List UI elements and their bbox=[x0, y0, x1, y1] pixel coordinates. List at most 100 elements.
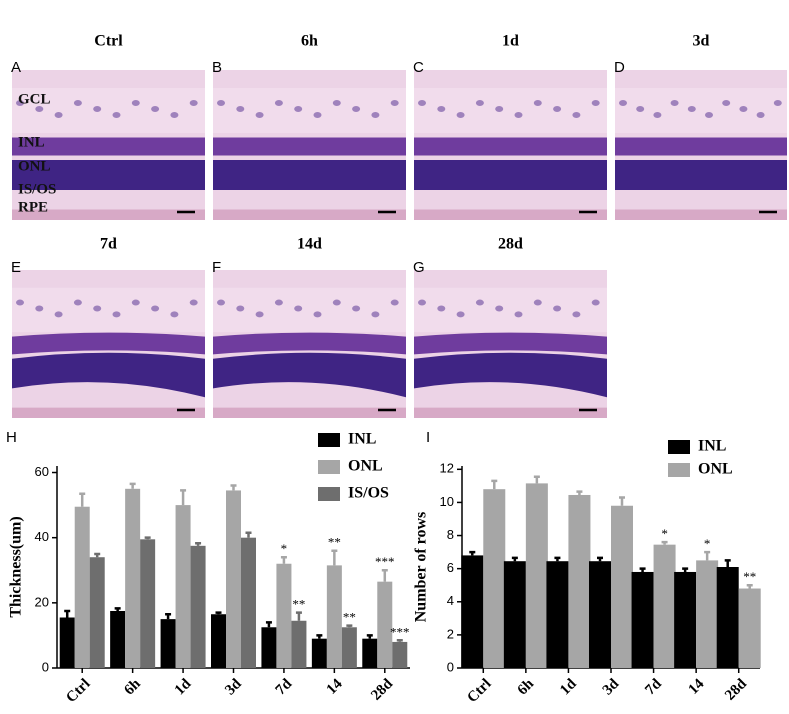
ganglion-cell bbox=[73, 299, 82, 306]
error-bar bbox=[511, 556, 518, 562]
rpe-layer bbox=[12, 407, 205, 418]
error-bar bbox=[114, 607, 121, 611]
y-tick-label: 2 bbox=[447, 626, 454, 641]
bar bbox=[211, 614, 226, 668]
error-bar bbox=[491, 479, 498, 490]
rpe-layer bbox=[213, 209, 406, 220]
panel-letter: B bbox=[212, 59, 222, 76]
panel-title: 6h bbox=[301, 33, 318, 50]
ganglion-cell bbox=[619, 100, 627, 106]
ganglion-cell bbox=[236, 106, 245, 112]
error-bar bbox=[316, 634, 323, 639]
y-axis-label: Number of rows bbox=[413, 512, 430, 623]
ganglion-cell bbox=[390, 100, 399, 106]
error-bar bbox=[639, 567, 646, 572]
nerve-fiber-layer bbox=[414, 88, 607, 133]
bar bbox=[631, 571, 654, 668]
ganglion-cell bbox=[35, 106, 44, 112]
ganglion-cell bbox=[170, 311, 179, 318]
ganglion-cell bbox=[456, 112, 465, 118]
ganglion-cell bbox=[495, 106, 504, 112]
y-tick-label: 40 bbox=[35, 529, 49, 544]
rpe-layer bbox=[615, 209, 787, 220]
error-bar bbox=[346, 624, 353, 628]
error-bar bbox=[704, 550, 711, 561]
layer-label: GCL bbox=[18, 91, 51, 107]
inner-nuclear-layer bbox=[213, 332, 406, 355]
ganglion-cell bbox=[495, 305, 504, 312]
outer-nuclear-layer bbox=[12, 160, 205, 190]
y-axis-label: Thickness(um) bbox=[8, 516, 25, 617]
error-bar bbox=[554, 556, 561, 562]
ganglion-cell bbox=[371, 112, 380, 118]
error-bar bbox=[295, 611, 302, 621]
outer-nuclear-layer bbox=[414, 160, 607, 190]
ganglion-cell bbox=[236, 305, 245, 312]
nerve-fiber-layer bbox=[615, 88, 787, 133]
bar bbox=[568, 494, 591, 668]
panel-letter: G bbox=[413, 259, 425, 276]
bar bbox=[190, 545, 206, 668]
x-tick-label: Ctrl bbox=[464, 676, 494, 706]
x-tick-label: 28d bbox=[368, 675, 396, 703]
ganglion-cell bbox=[553, 106, 562, 112]
y-tick-label: 60 bbox=[35, 464, 49, 479]
legend-swatch bbox=[318, 460, 340, 474]
bar bbox=[125, 488, 141, 668]
bar bbox=[160, 619, 176, 668]
bar bbox=[74, 506, 90, 668]
bar bbox=[483, 489, 506, 668]
ganglion-cell bbox=[514, 112, 523, 118]
ganglion-cell bbox=[705, 112, 713, 118]
layer-label: ONL bbox=[18, 158, 51, 174]
bar bbox=[341, 627, 357, 668]
error-bar bbox=[94, 552, 101, 558]
ganglion-cell bbox=[475, 299, 484, 306]
error-bar bbox=[165, 612, 172, 620]
error-bar bbox=[682, 567, 689, 572]
nerve-fiber-layer bbox=[213, 88, 406, 133]
y-tick-label: 12 bbox=[440, 461, 454, 476]
ganglion-cell bbox=[332, 100, 341, 106]
bar bbox=[362, 638, 378, 668]
ganglion-cell bbox=[418, 299, 426, 306]
significance-label: ** bbox=[292, 597, 305, 612]
legend-swatch bbox=[668, 440, 690, 454]
bar bbox=[525, 483, 548, 668]
ganglion-cell bbox=[189, 299, 198, 306]
x-tick-label: 6h bbox=[121, 675, 144, 698]
bar bbox=[377, 581, 393, 668]
outer-nuclear-layer bbox=[615, 160, 787, 190]
ganglion-cell bbox=[255, 112, 264, 118]
x-tick-label: 14 bbox=[685, 676, 707, 698]
nerve-fiber-layer bbox=[414, 287, 607, 333]
inner-nuclear-layer bbox=[12, 332, 205, 355]
bar bbox=[716, 567, 739, 668]
ganglion-cell bbox=[313, 112, 322, 118]
panel-title: 3d bbox=[693, 33, 710, 50]
ganglion-cell bbox=[591, 299, 600, 306]
layer-label: INL bbox=[18, 134, 45, 150]
ganglion-cell bbox=[390, 299, 399, 306]
ganglion-cell bbox=[294, 106, 303, 112]
panel-letter: F bbox=[212, 259, 221, 276]
x-tick-label: 1d bbox=[557, 675, 580, 698]
x-tick-label: 28d bbox=[722, 675, 750, 703]
ganglion-cell bbox=[722, 100, 731, 106]
inner-nuclear-layer bbox=[213, 137, 406, 156]
error-bar bbox=[79, 492, 86, 507]
ganglion-cell bbox=[131, 299, 140, 306]
inner-nuclear-layer bbox=[12, 137, 205, 156]
ganglion-cell bbox=[112, 311, 121, 318]
panel-letter: C bbox=[413, 59, 424, 76]
x-tick-label: 6h bbox=[515, 675, 538, 698]
x-tick-label: 1d bbox=[172, 675, 195, 698]
error-bar bbox=[619, 496, 625, 506]
error-bar bbox=[661, 540, 668, 545]
significance-label: ** bbox=[328, 535, 341, 550]
error-bar bbox=[144, 536, 151, 540]
panel-letter: D bbox=[614, 59, 625, 76]
legend-label: ONL bbox=[698, 461, 733, 478]
inner-nuclear-layer bbox=[414, 137, 607, 156]
